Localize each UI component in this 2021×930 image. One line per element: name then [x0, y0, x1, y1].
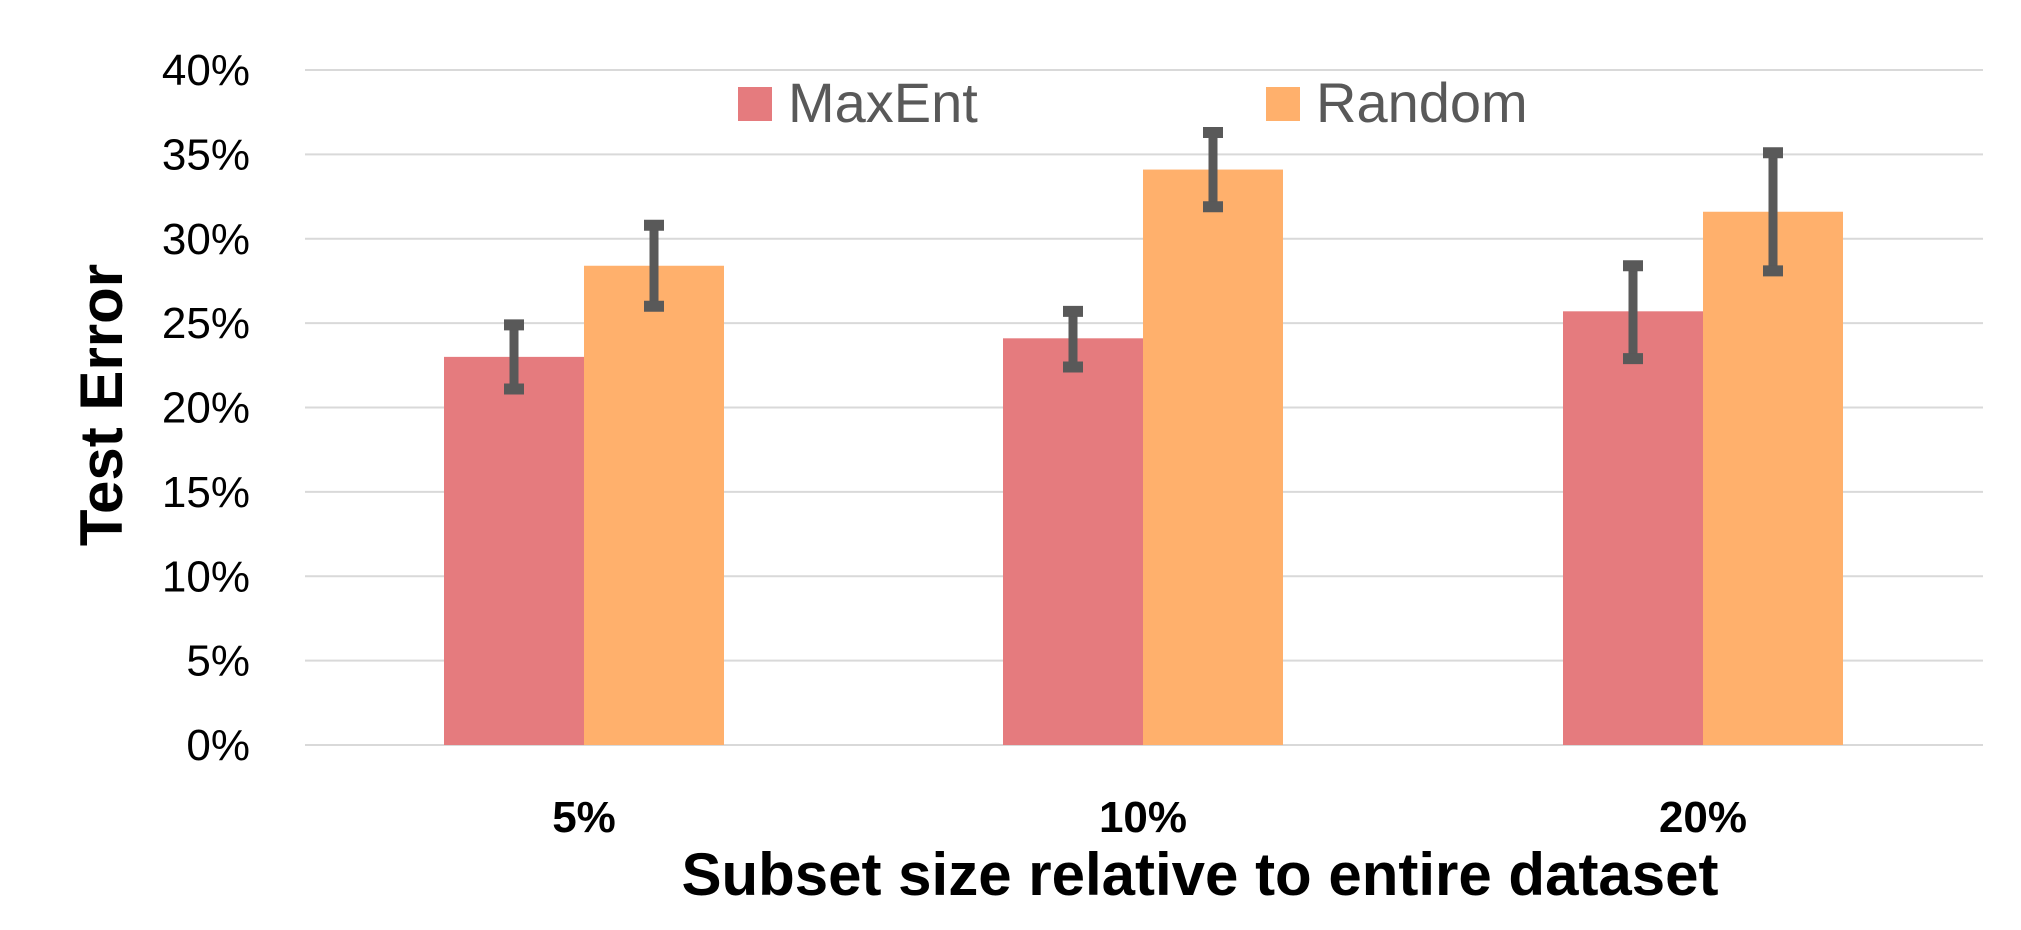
bar-maxent-1	[1003, 338, 1143, 745]
bars	[444, 169, 1843, 745]
y-tick-label: 30%	[162, 215, 250, 264]
y-tick-label: 35%	[162, 130, 250, 179]
error-bars	[504, 126, 1783, 395]
bar-random-2	[1703, 211, 1843, 745]
x-tick-label: 5%	[552, 793, 616, 842]
legend-label-random: Random	[1316, 71, 1528, 134]
y-tick-label: 0%	[186, 721, 250, 770]
error-bar-maxent-0	[504, 319, 524, 395]
y-axis-title: Test Error	[68, 264, 135, 546]
error-bar-random-2	[1763, 147, 1783, 277]
x-axis-ticks: 5% 10% 20%	[552, 793, 1747, 842]
error-bar-random-0	[644, 219, 664, 312]
error-bar-maxent-1	[1063, 305, 1083, 373]
legend: MaxEnt Random	[738, 71, 1528, 134]
y-tick-label: 15%	[162, 468, 250, 517]
y-tick-label: 10%	[162, 552, 250, 601]
x-tick-label: 20%	[1659, 793, 1747, 842]
y-tick-label: 5%	[186, 637, 250, 686]
bar-maxent-2	[1563, 311, 1703, 745]
x-tick-label: 10%	[1099, 793, 1187, 842]
error-bar-random-1	[1203, 126, 1223, 213]
y-tick-label: 25%	[162, 299, 250, 348]
bar-random-0	[584, 265, 724, 745]
y-tick-label: 40%	[162, 46, 250, 95]
y-tick-label: 20%	[162, 384, 250, 433]
legend-item-random: Random	[1266, 71, 1528, 134]
legend-label-maxent: MaxEnt	[788, 71, 978, 134]
legend-swatch-maxent	[738, 87, 772, 121]
legend-swatch-random	[1266, 87, 1300, 121]
bar-maxent-0	[444, 356, 584, 745]
legend-item-maxent: MaxEnt	[738, 71, 978, 134]
error-bar-maxent-2	[1623, 260, 1643, 365]
bar-random-1	[1143, 169, 1283, 745]
y-axis-ticks: 0% 5% 10% 15% 20% 25% 30% 35% 40%	[162, 46, 250, 770]
x-axis-title: Subset size relative to entire dataset	[681, 841, 1718, 908]
